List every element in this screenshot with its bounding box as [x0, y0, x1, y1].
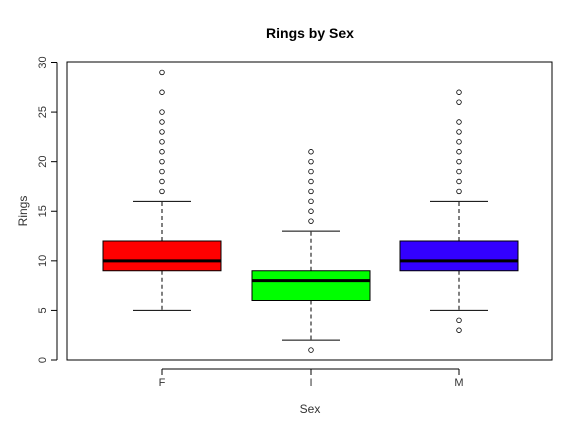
outlier-point	[456, 178, 462, 185]
y-tick-label: 15	[37, 205, 49, 217]
outlier-point	[308, 168, 314, 175]
outlier-point	[456, 129, 462, 135]
box-I	[251, 149, 371, 353]
x-tick-label: M	[454, 377, 463, 389]
outlier-point	[308, 158, 314, 165]
outlier-point	[308, 347, 314, 353]
y-tick-label: 25	[37, 106, 49, 118]
outlier-point	[159, 158, 165, 165]
plot-frame	[66, 61, 553, 361]
outlier-point	[159, 178, 165, 185]
outlier-point	[456, 139, 462, 145]
outlier-point	[159, 149, 165, 155]
outlier-point	[159, 89, 165, 95]
outlier-point	[308, 178, 314, 185]
box-F	[102, 69, 222, 311]
outlier-point	[456, 327, 462, 333]
y-tick-label: 20	[37, 156, 49, 168]
chart-title: Rings by Sex	[266, 25, 354, 41]
x-tick-label: F	[159, 377, 166, 389]
outlier-point	[159, 69, 165, 76]
outlier-point	[159, 119, 165, 125]
outlier-point	[159, 109, 165, 115]
y-tick-label: 0	[37, 357, 49, 363]
y-axis: 0 5 10 15 20 25 30	[37, 56, 58, 363]
y-tick-label: 30	[37, 56, 49, 68]
box-iqr	[399, 240, 519, 272]
outlier-point	[456, 168, 462, 175]
x-tick-label: I	[309, 377, 312, 389]
outlier-point	[456, 317, 462, 324]
y-tick-label: 10	[37, 255, 49, 267]
outlier-point	[308, 208, 314, 214]
outlier-point	[159, 188, 165, 195]
outlier-point	[456, 188, 462, 195]
box-iqr	[102, 240, 222, 272]
outlier-point	[308, 149, 314, 155]
y-tick-label: 5	[37, 307, 49, 313]
outlier-point	[456, 89, 462, 95]
y-axis-label: Rings	[16, 196, 30, 227]
outlier-point	[308, 218, 314, 224]
box-iqr	[251, 270, 371, 301]
outlier-point	[456, 158, 462, 165]
outlier-point	[159, 139, 165, 145]
outlier-point	[159, 129, 165, 135]
outlier-point	[308, 188, 314, 195]
x-axis-label: Sex	[300, 402, 321, 416]
outlier-point	[308, 198, 314, 205]
boxes	[102, 69, 519, 353]
outlier-point	[159, 168, 165, 175]
box-M	[399, 89, 519, 333]
outlier-point	[456, 119, 462, 125]
outlier-point	[456, 149, 462, 155]
outlier-point	[456, 99, 462, 105]
